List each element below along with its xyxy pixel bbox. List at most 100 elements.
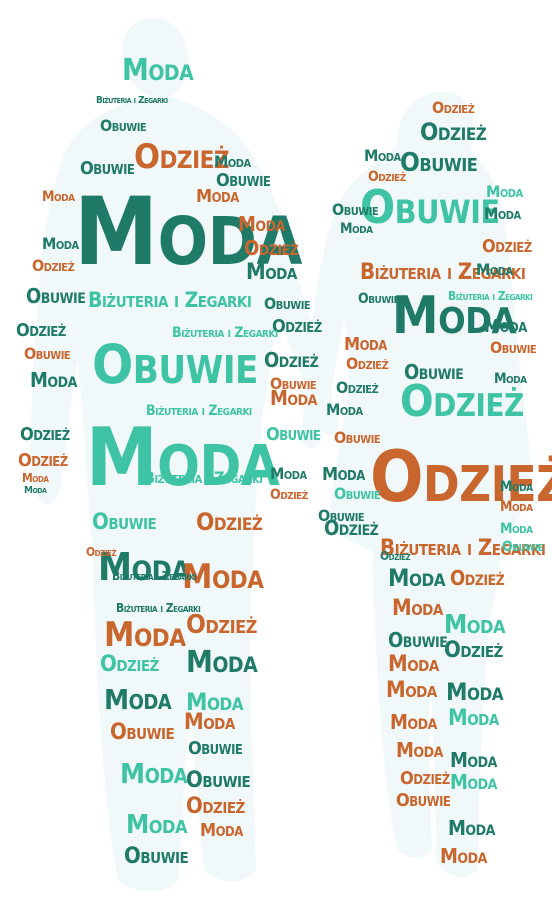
word-obuwie: Obuwie — [334, 484, 381, 503]
word-moda: Moda — [322, 464, 365, 485]
word-moda: Moda — [450, 748, 497, 772]
word-odziez: Odzież — [444, 638, 503, 663]
word-obuwie: Obuwie — [216, 170, 271, 191]
word-moda: Moda — [120, 757, 188, 790]
word-moda: Moda — [184, 710, 235, 735]
word-obuwie: Obuwie — [24, 344, 71, 363]
word-moda: Moda — [98, 545, 190, 589]
word-odziez: Odzież — [324, 516, 379, 540]
word-moda: Moda — [186, 688, 244, 716]
word-moda: Moda — [42, 234, 79, 253]
word-obuwie: Obuwie — [110, 720, 175, 745]
word-odziez: Odzież — [270, 487, 308, 503]
word-obuwie: Obuwie — [400, 148, 478, 178]
word-obuwie: Obuwie — [100, 116, 147, 135]
word-moda: Moda — [486, 182, 523, 201]
word-odziez: Odzież — [186, 610, 257, 640]
word-odziez: Odzież — [432, 98, 475, 117]
word-odziez: Odzież — [264, 348, 319, 372]
word-odziez: Odzież — [86, 545, 117, 559]
word-moda-large: Moda — [74, 178, 302, 287]
word-moda: Moda — [340, 221, 373, 237]
word-odziez: Odzież — [482, 236, 532, 257]
word-obuwie: Obuwie — [404, 360, 464, 384]
word-moda: Moda — [182, 557, 264, 597]
word-moda: Moda — [104, 683, 172, 716]
word-bizuteria: Biżuteria i Zegarki — [96, 95, 168, 106]
word-obuwie-large: Obuwie — [92, 333, 258, 396]
word-obuwie: Obuwie — [358, 291, 400, 307]
word-moda: Moda — [392, 596, 443, 621]
word-obuwie-large: Obuwie — [360, 180, 500, 234]
word-obuwie: Obuwie — [124, 844, 189, 869]
word-moda: Moda — [500, 479, 533, 495]
word-odziez-large: Odzież — [370, 436, 552, 518]
word-obuwie: Obuwie — [80, 158, 135, 179]
word-moda: Moda — [344, 334, 387, 355]
word-moda: Moda — [484, 316, 527, 337]
word-obuwie: Obuwie — [186, 768, 251, 793]
word-moda: Moda — [270, 464, 307, 483]
word-moda: Moda — [500, 521, 533, 537]
word-moda-large: Moda — [86, 411, 280, 504]
word-bizuteria: Biżuteria i Zegarki — [380, 536, 546, 561]
word-bizuteria: Biżuteria i Zegarki — [360, 260, 526, 285]
word-obuwie: Obuwie — [264, 294, 311, 313]
word-odziez: Odzież — [346, 354, 389, 373]
word-obuwie: Obuwie — [334, 428, 381, 447]
word-moda: Moda — [450, 770, 497, 794]
word-odziez: Odzież — [196, 508, 263, 536]
word-moda: Moda — [270, 386, 317, 410]
word-moda: Moda — [22, 471, 49, 485]
word-moda: Moda — [186, 645, 258, 680]
word-obuwie: Obuwie — [502, 539, 544, 555]
word-odziez: Odzież — [380, 549, 411, 563]
word-odziez: Odzież — [32, 256, 75, 275]
word-moda: Moda — [246, 260, 297, 285]
word-moda: Moda — [126, 810, 188, 840]
woman-silhouette — [300, 91, 531, 878]
word-odziez: Odzież — [450, 566, 505, 590]
word-obuwie: Obuwie — [396, 790, 451, 811]
word-obuwie: Obuwie — [490, 338, 537, 357]
word-obuwie: Obuwie — [388, 628, 448, 652]
word-obuwie: Obuwie — [318, 506, 365, 525]
word-moda: Moda — [476, 260, 513, 279]
word-odziez: Odzież — [16, 320, 66, 341]
word-moda: Moda — [200, 820, 243, 841]
word-obuwie: Obuwie — [92, 510, 157, 535]
word-odziez: Odzież — [18, 450, 68, 471]
word-odziez: Odzież — [420, 118, 487, 146]
word-bizuteria: Biżuteria i Zegarki — [88, 288, 252, 312]
word-moda: Moda — [396, 738, 443, 762]
word-odziez: Odzież — [336, 378, 379, 397]
word-bizuteria: Biżuteria i Zegarki — [144, 468, 263, 487]
word-odziez: Odzież — [134, 137, 230, 177]
word-moda: Moda — [364, 146, 401, 165]
word-moda: Moda — [500, 499, 533, 515]
word-bizuteria: Biżuteria i Zegarki — [172, 325, 278, 341]
word-moda: Moda — [446, 678, 504, 706]
word-moda: Moda — [104, 615, 186, 655]
word-odziez: Odzież — [400, 768, 450, 789]
word-odziez: Odzież — [186, 794, 245, 819]
word-odziez: Odzież — [244, 236, 299, 260]
word-obuwie: Obuwie — [266, 424, 321, 445]
word-odziez: Odzież — [20, 424, 70, 445]
word-obuwie: Obuwie — [188, 738, 243, 759]
word-moda: Moda — [122, 53, 194, 88]
word-moda-large: Moda — [392, 286, 517, 346]
word-odziez: Odzież — [100, 652, 159, 677]
word-moda: Moda — [440, 844, 487, 868]
word-odziez: Odzież — [368, 169, 406, 185]
word-moda: Moda — [196, 186, 239, 207]
word-moda: Moda — [30, 368, 77, 392]
word-obuwie: Obuwie — [26, 284, 86, 308]
word-bizuteria: Biżuteria i Zegarki — [112, 569, 197, 583]
word-moda: Moda — [388, 652, 439, 677]
word-bizuteria: Biżuteria i Zegarki — [146, 403, 252, 419]
word-moda: Moda — [494, 371, 527, 387]
word-moda: Moda — [388, 564, 446, 592]
word-moda: Moda — [484, 204, 521, 223]
